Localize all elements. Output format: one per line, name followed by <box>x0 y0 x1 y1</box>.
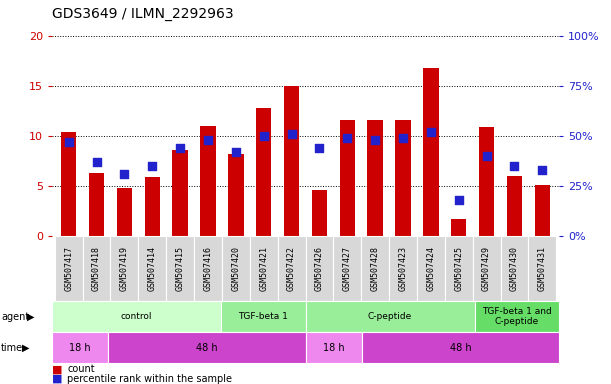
Bar <box>55 236 82 301</box>
Text: GSM507419: GSM507419 <box>120 246 129 291</box>
Bar <box>52 301 221 332</box>
Bar <box>306 236 334 301</box>
Bar <box>306 332 362 363</box>
Point <box>203 137 213 143</box>
Text: ■: ■ <box>52 374 62 384</box>
Bar <box>111 236 138 301</box>
Point <box>287 131 296 137</box>
Text: control: control <box>121 312 152 321</box>
Text: GSM507423: GSM507423 <box>398 246 408 291</box>
Bar <box>145 177 160 236</box>
Text: GSM507421: GSM507421 <box>259 246 268 291</box>
Bar <box>445 236 473 301</box>
Text: ▶: ▶ <box>22 343 29 353</box>
Bar <box>451 219 466 236</box>
Text: 48 h: 48 h <box>450 343 471 353</box>
Point <box>259 133 269 139</box>
Text: ▶: ▶ <box>27 312 34 322</box>
Text: GSM507425: GSM507425 <box>454 246 463 291</box>
Point <box>510 163 519 169</box>
Text: GSM507428: GSM507428 <box>371 246 379 291</box>
Point <box>231 149 241 156</box>
Bar <box>535 185 550 236</box>
Point <box>398 135 408 141</box>
Bar <box>529 236 556 301</box>
Text: GSM507416: GSM507416 <box>203 246 213 291</box>
Text: GSM507431: GSM507431 <box>538 246 547 291</box>
Point <box>454 197 464 203</box>
Text: GSM507426: GSM507426 <box>315 246 324 291</box>
Point <box>120 171 130 177</box>
Bar <box>417 236 445 301</box>
Point <box>147 163 157 169</box>
Bar <box>256 108 271 236</box>
Text: 48 h: 48 h <box>196 343 218 353</box>
Bar <box>423 68 439 236</box>
Bar <box>82 236 111 301</box>
Bar <box>228 154 244 236</box>
Text: GSM507420: GSM507420 <box>232 246 240 291</box>
Text: GSM507415: GSM507415 <box>175 246 185 291</box>
Point <box>64 139 73 146</box>
Bar <box>306 301 475 332</box>
Text: time: time <box>1 343 23 353</box>
Point <box>92 159 101 166</box>
Bar <box>221 301 306 332</box>
Bar <box>475 301 559 332</box>
Bar <box>284 86 299 236</box>
Bar <box>361 236 389 301</box>
Bar <box>500 236 529 301</box>
Bar <box>138 236 166 301</box>
Bar <box>194 236 222 301</box>
Text: GSM507429: GSM507429 <box>482 246 491 291</box>
Bar <box>473 236 500 301</box>
Bar <box>367 120 383 236</box>
Bar <box>340 120 355 236</box>
Bar <box>395 120 411 236</box>
Text: TGF-beta 1 and
C-peptide: TGF-beta 1 and C-peptide <box>482 307 552 326</box>
Bar <box>52 332 108 363</box>
Bar <box>200 126 216 236</box>
Text: GSM507422: GSM507422 <box>287 246 296 291</box>
Text: GSM507414: GSM507414 <box>148 246 157 291</box>
Point <box>370 137 380 143</box>
Bar <box>312 190 327 236</box>
Bar <box>389 236 417 301</box>
Text: GSM507427: GSM507427 <box>343 246 352 291</box>
Text: GSM507424: GSM507424 <box>426 246 436 291</box>
Bar <box>479 127 494 236</box>
Bar <box>172 150 188 236</box>
Bar <box>277 236 306 301</box>
Bar <box>61 132 76 236</box>
Text: 18 h: 18 h <box>69 343 91 353</box>
Text: count: count <box>67 364 95 374</box>
Bar <box>250 236 277 301</box>
Bar <box>117 188 132 236</box>
Point <box>342 135 352 141</box>
Text: ■: ■ <box>52 364 62 374</box>
Point <box>426 129 436 136</box>
Text: GDS3649 / ILMN_2292963: GDS3649 / ILMN_2292963 <box>52 7 233 21</box>
Point <box>481 153 491 159</box>
Bar <box>362 332 559 363</box>
Text: C-peptide: C-peptide <box>368 312 412 321</box>
Text: 18 h: 18 h <box>323 343 345 353</box>
Text: GSM507417: GSM507417 <box>64 246 73 291</box>
Point <box>175 145 185 151</box>
Bar <box>89 173 104 236</box>
Point <box>538 167 547 173</box>
Text: TGF-beta 1: TGF-beta 1 <box>238 312 288 321</box>
Text: GSM507418: GSM507418 <box>92 246 101 291</box>
Point <box>315 145 324 151</box>
Bar <box>108 332 306 363</box>
Bar <box>507 176 522 236</box>
Bar <box>166 236 194 301</box>
Text: GSM507430: GSM507430 <box>510 246 519 291</box>
Bar <box>222 236 250 301</box>
Bar <box>334 236 361 301</box>
Text: percentile rank within the sample: percentile rank within the sample <box>67 374 232 384</box>
Text: agent: agent <box>1 312 29 322</box>
